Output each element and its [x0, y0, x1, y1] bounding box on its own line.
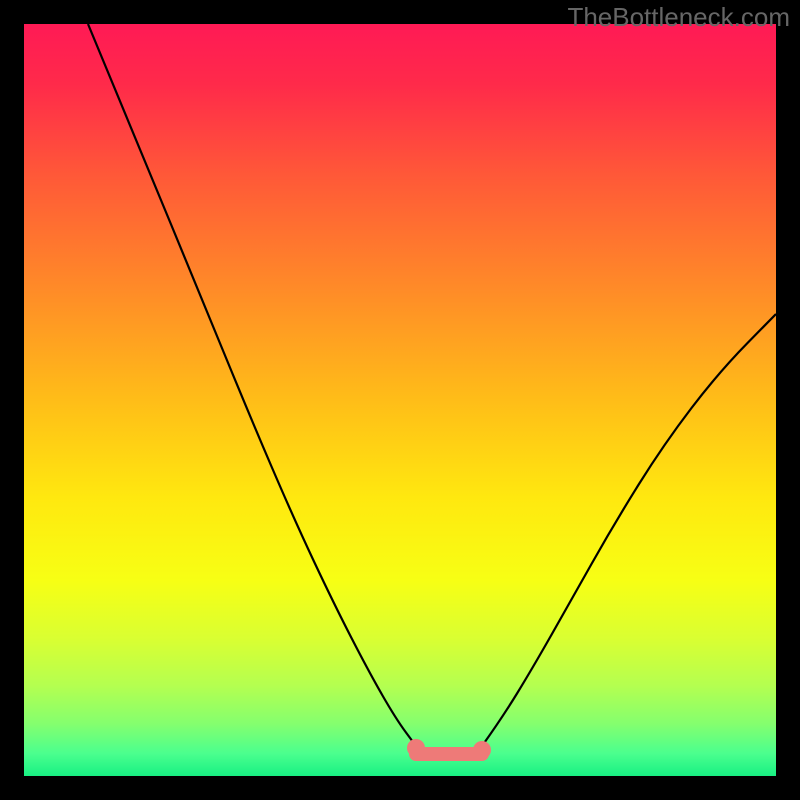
optimal-range-dot-left	[407, 739, 425, 757]
bottleneck-chart: TheBottleneck.com	[0, 0, 800, 800]
plot-area	[24, 24, 776, 776]
optimal-range-dot-right	[473, 741, 491, 759]
watermark-text: TheBottleneck.com	[567, 2, 790, 33]
chart-svg	[0, 0, 800, 800]
